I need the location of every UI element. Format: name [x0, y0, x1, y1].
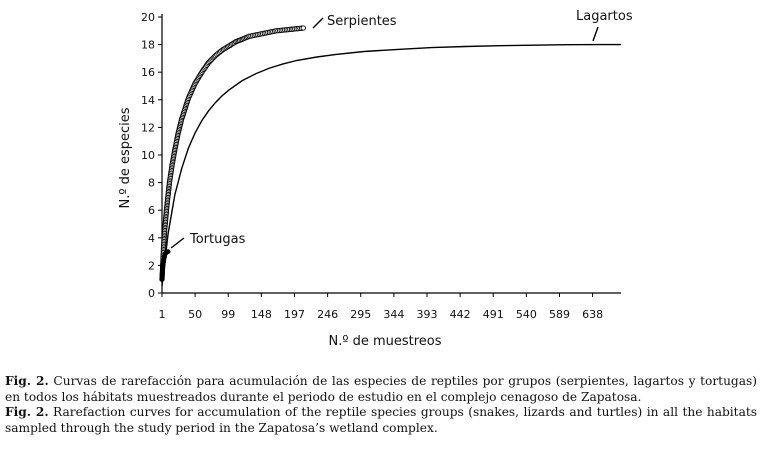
lagartos-line — [161, 43, 621, 287]
x-tick-label: 540 — [516, 308, 537, 321]
x-tick-label: 393 — [416, 308, 437, 321]
lagartos-label: Lagartos — [576, 9, 633, 24]
lagartos-label-leader — [592, 26, 599, 42]
y-tick-label: 18 — [141, 39, 155, 52]
x-axis-title: N.º de muestreos — [328, 334, 441, 349]
figure-caption: Fig. 2. Curvas de rarefacción para acumu… — [5, 374, 757, 436]
caption-english-text: Rarefaction curves for accumulation of t… — [5, 405, 757, 435]
caption-english-lead: Fig. 2. — [5, 405, 49, 419]
tortugas-label: Tortugas — [189, 232, 246, 247]
x-tick-label: 99 — [221, 308, 235, 321]
y-tick-label: 10 — [141, 149, 155, 162]
y-tick-label: 8 — [148, 177, 155, 190]
y-tick-label: 20 — [141, 11, 155, 24]
y-tick-label: 12 — [141, 121, 155, 134]
y-tick-label: 6 — [148, 204, 155, 217]
tortugas-series — [159, 249, 171, 282]
y-tick-label: 14 — [141, 94, 155, 107]
caption-spanish-lead: Fig. 2. — [5, 374, 49, 388]
x-tick-label: 638 — [582, 308, 603, 321]
serpientes-label: Serpientes — [327, 14, 397, 29]
tortugas-label-leader — [170, 237, 185, 249]
x-tick-label: 589 — [549, 308, 570, 321]
serpientes-series — [159, 25, 306, 282]
x-tick-label: 148 — [251, 308, 272, 321]
x-tick-label: 246 — [317, 308, 338, 321]
chart-series-layer — [159, 25, 621, 287]
serpientes-point — [300, 25, 306, 31]
y-tick-label: 0 — [148, 287, 155, 300]
x-tick-label: 344 — [383, 308, 404, 321]
x-tick-label: 491 — [483, 308, 504, 321]
caption-english: Fig. 2. Rarefaction curves for accumulat… — [5, 405, 757, 436]
x-tick-label: 442 — [450, 308, 471, 321]
y-tick-label: 2 — [148, 259, 155, 272]
y-tick-label: 16 — [141, 66, 155, 79]
caption-spanish-text: Curvas de rarefacción para acumulación d… — [5, 374, 757, 404]
caption-spanish: Fig. 2. Curvas de rarefacción para acumu… — [5, 374, 757, 405]
serpientes-label-leader — [312, 17, 324, 29]
x-tick-label: 197 — [284, 308, 305, 321]
x-tick-label: 50 — [188, 308, 202, 321]
x-tick-label: 295 — [350, 308, 371, 321]
y-axis-title: N.º de especies — [118, 107, 133, 208]
tortugas-point — [165, 249, 171, 255]
x-tick-label: 1 — [159, 308, 166, 321]
y-tick-label: 4 — [148, 232, 155, 245]
lagartos-series — [161, 43, 621, 287]
